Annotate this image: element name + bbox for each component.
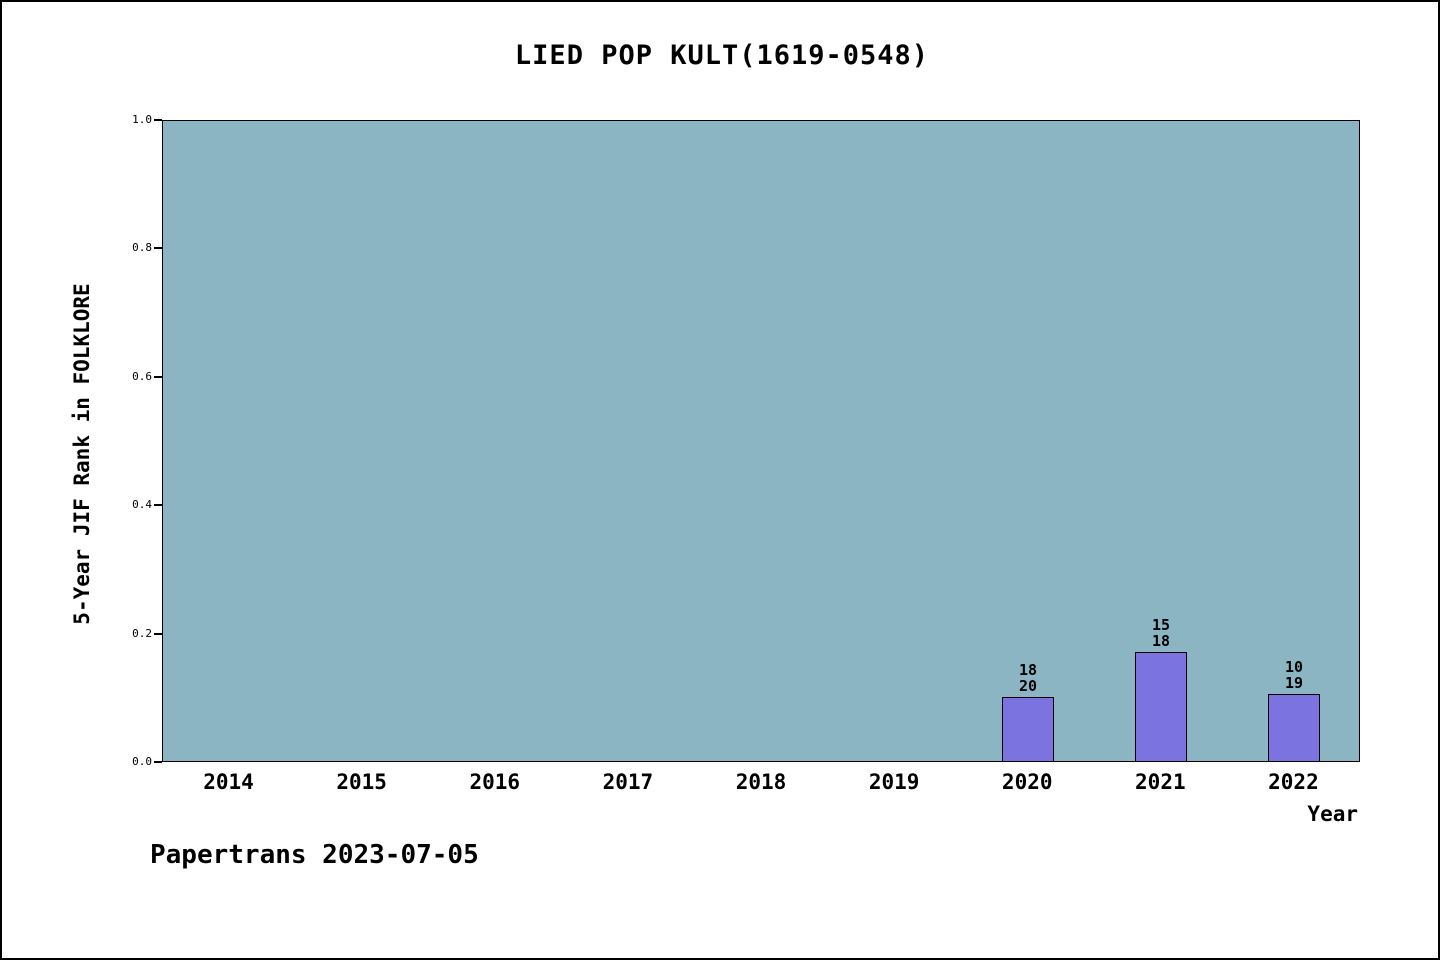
x-tick-label: 2014 <box>203 770 254 794</box>
bar <box>1268 694 1320 761</box>
y-tick-label: 0.6 <box>132 369 152 383</box>
bar <box>1002 697 1054 761</box>
bar <box>1135 652 1187 761</box>
x-tick-label: 2021 <box>1135 770 1186 794</box>
x-tick-label: 2016 <box>469 770 521 794</box>
chart-title: LIED POP KULT(1619-0548) <box>514 40 930 71</box>
y-tick-mark <box>154 247 162 250</box>
x-axis-label: Year <box>1307 802 1358 826</box>
x-tick-label: 2020 <box>1001 770 1053 794</box>
y-tick-label: 0.4 <box>132 498 152 512</box>
x-tick-label: 2022 <box>1268 770 1319 794</box>
y-tick-mark <box>154 632 162 635</box>
x-tick-label: 2015 <box>336 770 387 794</box>
y-axis-label: 5-Year JIF Rank in FOLKLORE <box>70 283 94 625</box>
y-tick-label: 0.8 <box>132 241 152 255</box>
y-tick-mark <box>154 761 162 763</box>
bar-label: 10 19 <box>1284 658 1304 692</box>
plot-area: 18 20 15 18 10 19 <box>162 120 1360 762</box>
bar-label: 18 20 <box>1018 661 1038 695</box>
y-tick-label: 0.2 <box>132 626 152 640</box>
y-tick-mark <box>154 375 162 378</box>
y-tick-mark <box>154 504 162 507</box>
y-tick-label: 1.0 <box>132 113 152 126</box>
x-tick-label: 2018 <box>735 770 787 794</box>
footer-text: Papertrans 2023-07-05 <box>150 840 479 870</box>
y-tick-label: 0.0 <box>132 755 152 768</box>
x-tick-label: 2017 <box>602 770 654 794</box>
y-tick-mark <box>154 119 162 121</box>
x-tick-label: 2019 <box>868 770 920 794</box>
bar-label: 15 18 <box>1151 616 1171 650</box>
